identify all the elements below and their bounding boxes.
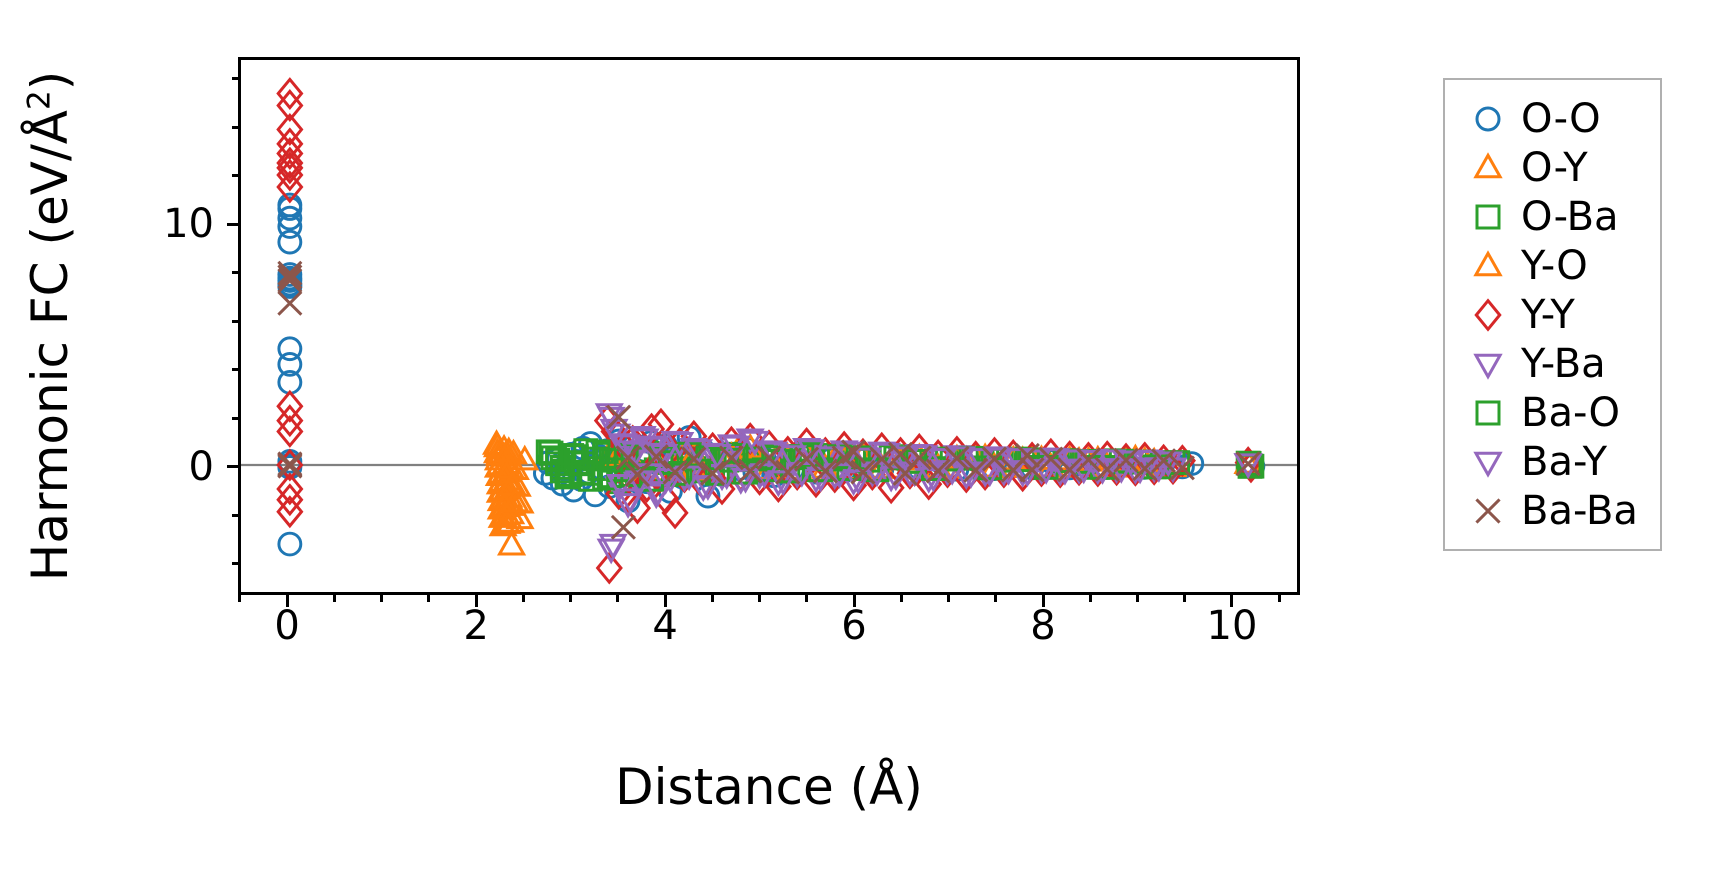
x-tick-minor [616, 594, 620, 602]
legend-label: Y-Ba [1521, 340, 1606, 387]
y-axis-label-prefix: Harmonic FC (eV/Å [21, 109, 79, 582]
x-tick-major [1041, 594, 1045, 607]
x-tick-minor [994, 594, 998, 602]
y-tick-minor [232, 271, 240, 275]
y-axis-label-wrap: Harmonic FC (eV/Å2) [0, 57, 100, 595]
x-tick-label: 0 [274, 603, 300, 649]
legend-label: O-Ba [1521, 193, 1619, 240]
legend-label: O-O [1521, 95, 1601, 142]
y-tick-major [227, 465, 240, 469]
x-tick-label: 6 [841, 603, 867, 649]
y-axis-label-suffix: ) [21, 70, 79, 91]
x-axis-label: Distance (Å) [615, 758, 923, 816]
triangle-down-icon [1461, 344, 1515, 384]
diamond-icon [1461, 295, 1515, 335]
square-icon [1461, 197, 1515, 237]
y-tick-minor [232, 416, 240, 420]
series-y-y [276, 77, 1265, 585]
x-tick-minor [710, 594, 714, 602]
x-tick-minor [521, 594, 525, 602]
y-tick-minor [232, 125, 240, 129]
y-tick-minor [232, 368, 240, 372]
x-tick-minor [805, 594, 809, 602]
plot-area [238, 57, 1300, 595]
y-axis-label-exponent: 2 [21, 90, 58, 110]
legend: O-O O-Y O-Ba Y-O Y-Y Y-Ba Ba-O Ba-Y Ba-Ba [1443, 78, 1662, 551]
legend-item-o-o[interactable]: O-O [1461, 94, 1638, 143]
y-tick-minor [232, 77, 240, 81]
legend-label: Ba-Y [1521, 438, 1608, 485]
y-tick-major [227, 222, 240, 226]
series-o-o [277, 192, 1266, 557]
x-icon [1461, 491, 1515, 531]
y-tick-label: 10 [163, 201, 214, 248]
legend-item-ba-y[interactable]: Ba-Y [1461, 437, 1638, 486]
y-axis-label: Harmonic FC (eV/Å2) [21, 71, 79, 582]
legend-label: Ba-Ba [1521, 487, 1638, 534]
x-tick-major [852, 594, 856, 607]
legend-item-ba-ba[interactable]: Ba-Ba [1461, 486, 1638, 535]
x-tick-label: 8 [1030, 603, 1056, 649]
x-tick-minor [380, 594, 384, 602]
legend-label: Y-O [1521, 242, 1588, 289]
legend-item-y-y[interactable]: Y-Y [1461, 290, 1638, 339]
x-tick-label: 2 [463, 603, 489, 649]
x-tick-minor [569, 594, 573, 602]
y-tick-minor [232, 513, 240, 517]
y-tick-minor [232, 174, 240, 178]
x-tick-minor [238, 594, 242, 602]
triangle-down-icon [1461, 442, 1515, 482]
legend-item-y-o[interactable]: Y-O [1461, 241, 1638, 290]
legend-item-y-ba[interactable]: Y-Ba [1461, 339, 1638, 388]
legend-label: Ba-O [1521, 389, 1620, 436]
square-icon [1461, 393, 1515, 433]
legend-label: O-Y [1521, 144, 1588, 191]
x-tick-label: 4 [652, 603, 678, 649]
triangle-up-icon [1461, 246, 1515, 286]
x-tick-minor [899, 594, 903, 602]
x-tick-minor [947, 594, 951, 602]
x-tick-minor [1088, 594, 1092, 602]
x-tick-minor [1277, 594, 1281, 602]
legend-item-ba-o[interactable]: Ba-O [1461, 388, 1638, 437]
legend-item-o-ba[interactable]: O-Ba [1461, 192, 1638, 241]
series-ba-ba [277, 260, 1261, 540]
x-tick-minor [427, 594, 431, 602]
x-tick-minor [1135, 594, 1139, 602]
scatter-canvas [241, 77, 1297, 585]
legend-item-o-y[interactable]: O-Y [1461, 143, 1638, 192]
x-tick-minor [332, 594, 336, 602]
triangle-up-icon [1461, 148, 1515, 188]
x-tick-minor [1183, 594, 1187, 602]
x-tick-major [474, 594, 478, 607]
circle-icon [1461, 99, 1515, 139]
x-tick-major [285, 594, 289, 607]
y-tick-minor [232, 561, 240, 565]
x-tick-major [1230, 594, 1234, 607]
x-tick-label: 10 [1206, 603, 1258, 649]
y-tick-label: 0 [188, 443, 214, 490]
y-tick-minor [232, 319, 240, 323]
x-tick-minor [758, 594, 762, 602]
legend-label: Y-Y [1521, 291, 1575, 338]
x-tick-major [663, 594, 667, 607]
